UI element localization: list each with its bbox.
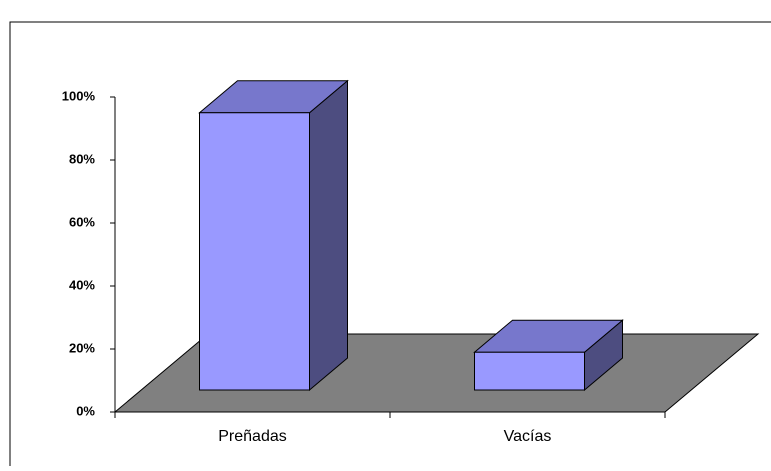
y-tick-label: 40% bbox=[69, 277, 95, 292]
y-tick-label: 60% bbox=[69, 214, 95, 229]
y-tick-label: 0% bbox=[76, 403, 95, 418]
y-tick-label: 100% bbox=[62, 88, 96, 103]
y-tick-label: 20% bbox=[69, 340, 95, 355]
y-tick-label: 80% bbox=[69, 151, 95, 166]
chart-frame bbox=[9, 21, 771, 466]
x-tick-label: Vacías bbox=[504, 428, 552, 445]
bar-front bbox=[474, 351, 585, 391]
bar-front bbox=[199, 112, 310, 391]
x-tick-label: Preñadas bbox=[218, 428, 287, 445]
bar bbox=[473, 319, 624, 392]
bar bbox=[198, 79, 349, 392]
bar-side bbox=[309, 79, 348, 392]
